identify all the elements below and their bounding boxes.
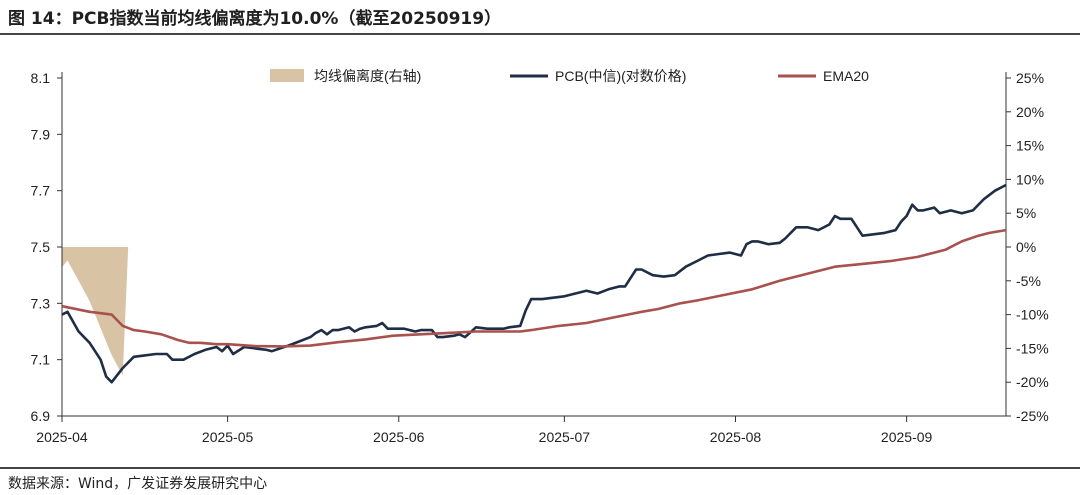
title-rule xyxy=(0,33,1080,35)
legend-label-pcb: PCB(中信)(对数价格) xyxy=(555,68,686,84)
legend-label-ema: EMA20 xyxy=(823,68,869,84)
y-right-tick-label: -25% xyxy=(1016,408,1049,424)
y-left-tick-label: 7.7 xyxy=(31,183,51,199)
axes-layer: 8.1 7.9 7.7 7.5 7.3 7.1 6.9 25% 20% 15% 10% 5% 0% -5%… xyxy=(31,70,1049,445)
pcb-line xyxy=(61,183,1007,384)
x-tick-label: 2025-08 xyxy=(710,429,762,445)
legend: 均线偏离度(右轴) PCB(中信)(对数价格) EMA20 xyxy=(270,68,869,84)
figure-title: 图 14：PCB指数当前均线偏离度为10.0%（截至20250919） xyxy=(8,9,502,29)
y-right-tick-label: -5% xyxy=(1016,273,1041,289)
y-right-tick-label: -10% xyxy=(1016,307,1049,323)
y-left-tick-label: 8.1 xyxy=(31,70,51,86)
y-right-tick-label: 20% xyxy=(1016,104,1044,120)
legend-swatch-area xyxy=(270,69,304,82)
footer-rule xyxy=(0,467,1080,469)
x-tick-label: 2025-06 xyxy=(373,429,425,445)
x-tick-label: 2025-09 xyxy=(881,429,933,445)
legend-label-area: 均线偏离度(右轴) xyxy=(314,68,421,84)
y-left-tick-label: 7.5 xyxy=(31,239,51,255)
y-left-tick-label: 7.9 xyxy=(31,126,51,142)
y-left-tick-label: 6.9 xyxy=(31,408,51,424)
y-right-tick-label: 0% xyxy=(1016,239,1036,255)
y-right-tick-label: 25% xyxy=(1016,70,1044,86)
y-right-tick-label: 10% xyxy=(1016,171,1044,187)
source-note: 数据来源：Wind，广发证券发展研究中心 xyxy=(8,476,268,492)
y-left-tick-label: 7.3 xyxy=(31,295,51,311)
y-left-tick-label: 7.1 xyxy=(31,352,51,368)
y-right-tick-label: 5% xyxy=(1016,205,1036,221)
x-tick-label: 2025-07 xyxy=(539,429,591,445)
ema20-line xyxy=(61,228,1007,348)
chart: 均线偏离度(右轴) PCB(中信)(对数价格) EMA20 8.1 7.9 7.7 7… xyxy=(31,68,1049,445)
y-right-tick-label: -15% xyxy=(1016,340,1049,356)
lines-layer xyxy=(61,183,1007,384)
y-right-tick-label: 15% xyxy=(1016,138,1044,154)
x-tick-label: 2025-04 xyxy=(36,429,88,445)
x-tick-label: 2025-05 xyxy=(202,429,254,445)
y-right-tick-label: -20% xyxy=(1016,374,1049,390)
title-bar: 图 14：PCB指数当前均线偏离度为10.0%（截至20250919） xyxy=(0,0,1080,32)
